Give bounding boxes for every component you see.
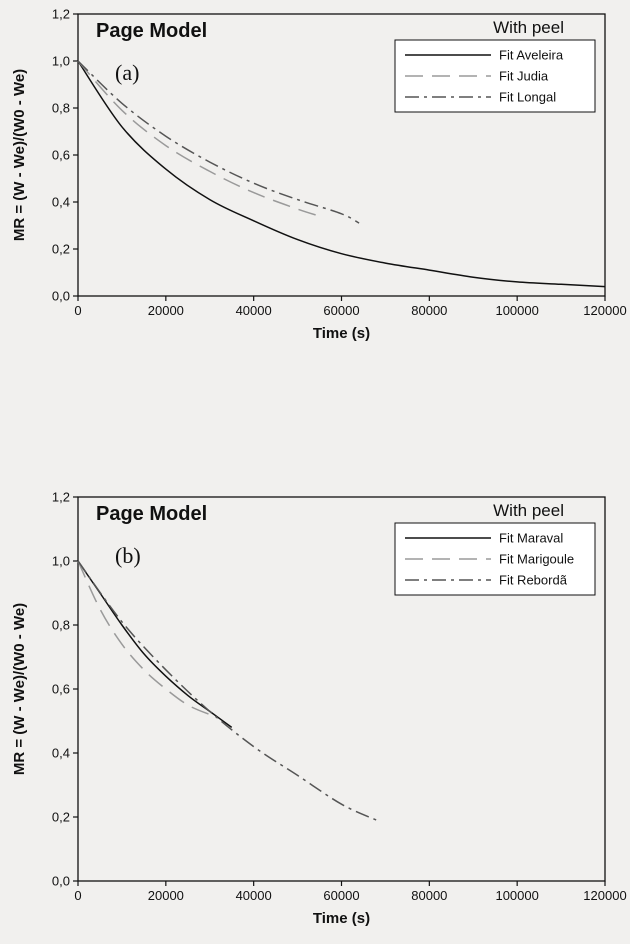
y-tick-label: 0,0 bbox=[52, 289, 70, 304]
chart-title: Page Model bbox=[96, 503, 207, 525]
y-tick-label: 0,8 bbox=[52, 618, 70, 633]
y-tick-label: 1,2 bbox=[52, 490, 70, 505]
panel-label: (b) bbox=[115, 543, 141, 568]
x-tick-label: 20000 bbox=[148, 303, 184, 318]
x-tick-label: 120000 bbox=[583, 303, 626, 318]
annotation-with-peel: With peel bbox=[493, 501, 564, 520]
y-tick-label: 0,0 bbox=[52, 874, 70, 889]
x-tick-label: 120000 bbox=[583, 888, 626, 903]
y-tick-label: 1,2 bbox=[52, 7, 70, 22]
legend-label: Fit Marigoule bbox=[499, 552, 574, 567]
x-tick-label: 40000 bbox=[236, 303, 272, 318]
legend-label: Fit Rebordã bbox=[499, 573, 568, 588]
series-line-fit-longal bbox=[77, 60, 360, 224]
annotation-with-peel: With peel bbox=[493, 18, 564, 37]
y-tick-label: 0,6 bbox=[52, 148, 70, 163]
series-line-fit-rebord- bbox=[77, 560, 377, 821]
x-tick-label: 100000 bbox=[495, 303, 538, 318]
x-tick-label: 20000 bbox=[148, 888, 184, 903]
y-tick-label: 0,6 bbox=[52, 682, 70, 697]
series-line-fit-judia bbox=[77, 60, 320, 217]
legend-label: Fit Maraval bbox=[499, 531, 563, 546]
x-axis-title: Time (s) bbox=[313, 325, 370, 342]
y-tick-label: 1,0 bbox=[52, 554, 70, 569]
y-tick-label: 0,4 bbox=[52, 195, 70, 210]
y-axis-title: MR = (W - We)/(W0 - We) bbox=[11, 69, 28, 241]
panel-label: (a) bbox=[115, 60, 139, 85]
legend-box bbox=[394, 39, 596, 113]
y-tick-label: 0,8 bbox=[52, 101, 70, 116]
y-tick-label: 1,0 bbox=[52, 54, 70, 69]
legend-label: Fit Aveleira bbox=[499, 48, 564, 63]
y-tick-label: 0,4 bbox=[52, 746, 70, 761]
series-line-fit-aveleira bbox=[77, 60, 606, 288]
x-axis-title: Time (s) bbox=[313, 910, 370, 927]
series-line-fit-marigoule bbox=[77, 560, 211, 716]
y-tick-label: 0,2 bbox=[52, 242, 70, 257]
legend: Fit Aveleira Fit Judia Fit Longal bbox=[394, 39, 596, 113]
legend-label: Fit Longal bbox=[499, 90, 556, 105]
legend: Fit Maraval Fit Marigoule Fit Rebordã bbox=[394, 522, 596, 596]
x-tick-label: 0 bbox=[74, 888, 81, 903]
chart-panel-b: 0 20000 40000 60000 80000 100000 120000 0,0 0,2 0… bbox=[11, 490, 627, 928]
x-tick-label: 80000 bbox=[411, 888, 447, 903]
x-tick-label: 80000 bbox=[411, 303, 447, 318]
chart-title: Page Model bbox=[96, 20, 207, 42]
x-tick-label: 60000 bbox=[323, 303, 359, 318]
legend-box bbox=[394, 522, 596, 596]
x-tick-label: 60000 bbox=[323, 888, 359, 903]
x-tick-label: 40000 bbox=[236, 888, 272, 903]
y-axis-title: MR = (W - We)/(W0 - We) bbox=[11, 603, 28, 775]
y-tick-label: 0,2 bbox=[52, 810, 70, 825]
x-tick-label: 0 bbox=[74, 303, 81, 318]
x-tick-label: 100000 bbox=[495, 888, 538, 903]
series-line-fit-maraval bbox=[77, 560, 233, 729]
chart-panel-a: 0 20000 40000 60000 80000 100000 120000 0,0 0,2 0… bbox=[11, 7, 627, 343]
legend-label: Fit Judia bbox=[499, 69, 549, 84]
